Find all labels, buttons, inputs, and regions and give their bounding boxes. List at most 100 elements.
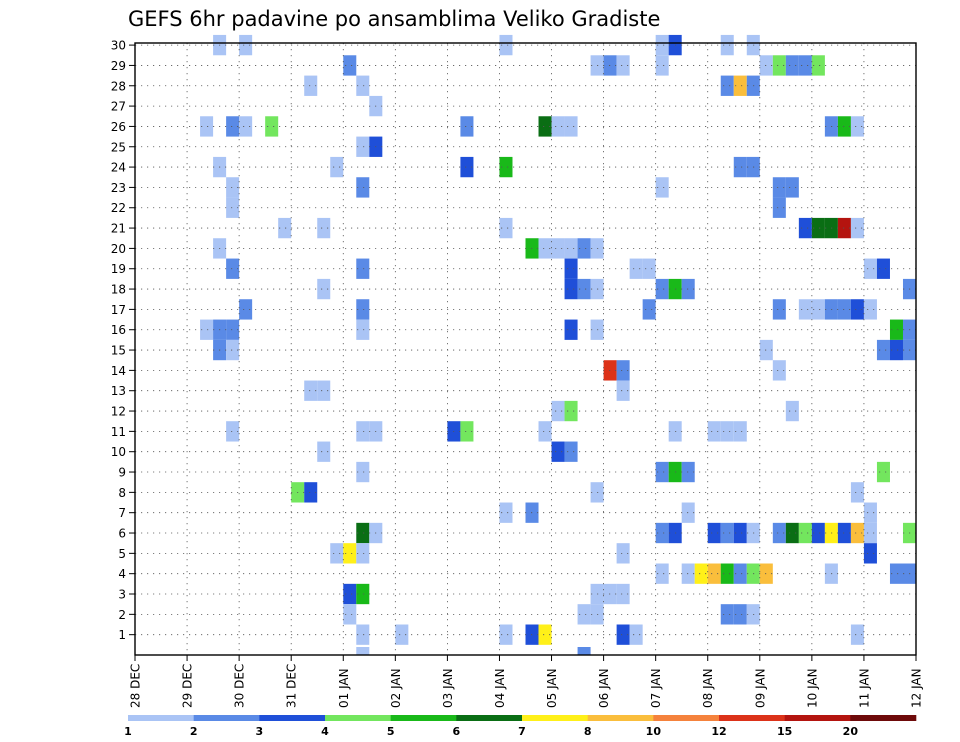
heatmap-cell (200, 319, 214, 340)
heatmap-cell (772, 522, 786, 544)
legend-swatch (653, 715, 720, 721)
heatmap-cell (551, 400, 565, 422)
y-tick-label: 24 (111, 161, 126, 175)
heatmap-cell (317, 380, 331, 401)
x-tick-label: 05 JAN (545, 668, 559, 708)
heatmap-cell (564, 278, 578, 300)
heatmap-cell (356, 624, 370, 645)
heatmap-cell (798, 217, 812, 239)
legend-swatch (587, 715, 654, 721)
heatmap-cell (356, 136, 370, 157)
heatmap-cell (720, 75, 734, 96)
y-tick-label: 30 (111, 39, 126, 53)
heatmap-cell (564, 116, 578, 137)
legend-label: 8 (584, 725, 592, 738)
heatmap-cell (681, 278, 695, 300)
legend-label: 2 (190, 725, 198, 738)
y-tick-label: 11 (111, 425, 126, 439)
y-tick-label: 15 (111, 344, 126, 358)
heatmap-cell (720, 34, 734, 56)
chart-title: GEFS 6hr padavine po ansamblima Veliko G… (128, 7, 660, 31)
heatmap-cell (720, 563, 734, 584)
y-tick-label: 12 (111, 405, 126, 419)
legend-label: 20 (843, 725, 859, 738)
heatmap-cell (356, 583, 370, 605)
heatmap-cell (720, 522, 734, 544)
y-tick-label: 17 (111, 303, 126, 317)
y-tick-label: 21 (111, 222, 126, 236)
heatmap-cell (265, 116, 279, 137)
heatmap-cell (785, 55, 799, 76)
heatmap-cell (876, 258, 890, 279)
heatmap-cell (850, 522, 864, 544)
y-tick-label: 20 (111, 242, 126, 256)
heatmap-cell (863, 522, 877, 544)
legend-label: 15 (777, 725, 792, 738)
heatmap-cell (226, 258, 240, 279)
legend-label: 1 (124, 725, 132, 738)
heatmap-cell (616, 55, 630, 76)
heatmap-cell (304, 482, 318, 503)
heatmap-cell (850, 624, 864, 645)
heatmap-cell (642, 258, 656, 279)
heatmap-cell (551, 116, 565, 137)
heatmap-cell (239, 116, 253, 137)
heatmap-cell (837, 116, 851, 137)
x-tick-label: 09 JAN (753, 668, 767, 708)
heatmap-cell (707, 563, 721, 584)
x-tick-label: 28 DEC (129, 664, 143, 708)
heatmap-cell (577, 604, 591, 625)
heatmap-cell (720, 421, 734, 442)
heatmap-cell (629, 258, 643, 279)
heatmap-cell (499, 34, 513, 56)
heatmap-cell (239, 299, 253, 320)
heatmap-cell (343, 55, 357, 76)
heatmap-cell (772, 360, 786, 381)
y-tick-label: 22 (111, 201, 126, 215)
heatmap-cell (798, 522, 812, 544)
heatmap-cell (811, 217, 825, 239)
heatmap-cell (616, 583, 630, 605)
y-tick-label: 4 (118, 567, 126, 581)
heatmap-cell (629, 624, 643, 645)
heatmap-cell (655, 522, 669, 544)
y-tick-label: 28 (111, 79, 126, 93)
heatmap-cell (356, 177, 370, 198)
heatmap-cell (330, 156, 344, 178)
y-tick-label: 1 (118, 628, 126, 642)
heatmap-cell (733, 75, 747, 96)
heatmap-cell (850, 299, 864, 320)
heatmap-cell (226, 197, 240, 218)
heatmap-cell (330, 543, 344, 564)
heatmap-cell (772, 177, 786, 198)
heatmap-cell (889, 339, 903, 361)
heatmap-cell (356, 299, 370, 320)
heatmap-cell (356, 421, 370, 442)
heatmap-cell (239, 34, 253, 56)
heatmap-cell (655, 563, 669, 584)
heatmap-cell (538, 624, 552, 645)
heatmap-cell (551, 441, 565, 462)
heatmap-cell (317, 217, 331, 239)
heatmap-cell (278, 217, 292, 239)
heatmap-cell (356, 647, 370, 655)
x-axis: 28 DEC 29 DEC 30 DEC 31 DEC 01 JAN 02 JAN 03 J… (129, 655, 924, 708)
x-tick-label: 31 DEC (285, 664, 299, 708)
heatmap-cell (733, 156, 747, 178)
legend-label: 7 (518, 725, 526, 738)
heatmap-cell (577, 647, 591, 655)
legend-label: 6 (453, 725, 461, 738)
x-tick-label: 02 JAN (389, 668, 403, 708)
heatmap-cell (460, 116, 474, 137)
legend-swatch (390, 715, 457, 721)
y-tick-label: 27 (111, 100, 126, 114)
heatmap-cell (356, 543, 370, 564)
y-tick-label: 8 (118, 486, 126, 500)
heatmap-cell (850, 482, 864, 503)
heatmap-cell (564, 400, 578, 422)
x-tick-label: 04 JAN (493, 668, 507, 708)
heatmap-cell (343, 604, 357, 625)
heatmap-cell (499, 502, 513, 523)
heatmap-cell (655, 34, 669, 56)
heatmap-cell (759, 339, 773, 361)
